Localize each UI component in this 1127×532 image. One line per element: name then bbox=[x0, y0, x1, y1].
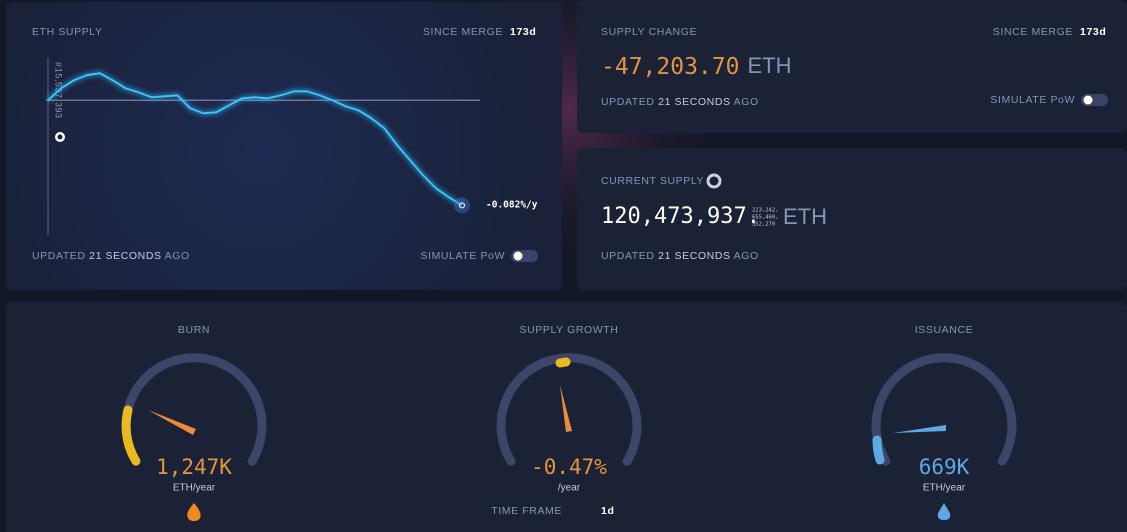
gauge-value: -0.47% bbox=[531, 455, 607, 479]
gauge-fill bbox=[121, 405, 141, 466]
gauge-track bbox=[496, 353, 642, 466]
unit: ETH bbox=[783, 204, 827, 229]
updated: UPDATED 21 SECONDS AGO bbox=[32, 250, 190, 262]
supply-panel bbox=[6, 2, 562, 290]
decimals: 352,270 bbox=[752, 222, 775, 228]
gauge-unit: ETH/year bbox=[173, 483, 216, 494]
supply-change: -47,203.70 ETH bbox=[601, 53, 791, 80]
gauge-needle bbox=[148, 410, 196, 435]
gauge-fill bbox=[872, 435, 885, 465]
simulate-label: SIMULATE PoW bbox=[420, 250, 505, 262]
time-frame-label: TIME FRAME bbox=[491, 505, 562, 517]
gauge-needle bbox=[560, 385, 572, 432]
fire-icon bbox=[187, 503, 201, 521]
gauge-value: 1,247K bbox=[156, 455, 232, 479]
toggle-knob bbox=[513, 251, 523, 261]
rate-label: -0.082%/y bbox=[486, 200, 538, 211]
panel-title: CURRENT SUPPLY bbox=[601, 175, 704, 187]
supply-growth-gauge: SUPPLY GROWTH -0.47% /year TIME FRAME 1d bbox=[491, 324, 642, 517]
supply-line bbox=[47, 72, 463, 207]
panel-title: ETH SUPPLY bbox=[32, 26, 103, 38]
gauge-title: BURN bbox=[178, 324, 210, 336]
supply-icon-inner bbox=[709, 176, 719, 186]
gauge-value: 669K bbox=[919, 455, 970, 479]
toggle-knob bbox=[1083, 95, 1093, 105]
time-frame-value: 1d bbox=[601, 505, 614, 517]
gauge-track bbox=[871, 353, 1017, 466]
end-glow bbox=[454, 197, 470, 214]
gauge-unit: /year bbox=[558, 483, 581, 494]
since-label: SINCE MERGE bbox=[423, 26, 503, 38]
burn-gauge: BURN 1,247K ETH/year bbox=[121, 324, 267, 521]
updated: UPDATED 21 SECONDS AGO bbox=[601, 250, 759, 262]
decimals: 655,460, bbox=[752, 215, 779, 221]
since-label: SINCE MERGE bbox=[993, 26, 1073, 38]
gauge-fill bbox=[555, 357, 571, 368]
updated: UPDATED 21 SECONDS AGO bbox=[601, 96, 759, 108]
since-value: 173d bbox=[510, 26, 536, 38]
issuance-gauge: ISSUANCE 669K ETH/year bbox=[871, 324, 1017, 520]
since-value: 173d bbox=[1080, 26, 1106, 38]
panel-title: SUPPLY CHANGE bbox=[601, 26, 697, 38]
gauge-title: SUPPLY GROWTH bbox=[519, 324, 618, 336]
current-supply: 120,473,937. bbox=[601, 204, 760, 229]
change-panel bbox=[577, 0, 1127, 133]
gauge-needle bbox=[893, 425, 946, 433]
simulate-label: SIMULATE PoW bbox=[990, 94, 1075, 106]
gauge-unit: ETH/year bbox=[923, 483, 966, 494]
end-point bbox=[459, 202, 465, 209]
supply-chart bbox=[46, 70, 480, 214]
decimals: 223,242, bbox=[752, 208, 779, 214]
merge-icon-inner bbox=[57, 134, 63, 140]
drop-icon bbox=[937, 503, 951, 520]
gauge-title: ISSUANCE bbox=[915, 324, 973, 336]
